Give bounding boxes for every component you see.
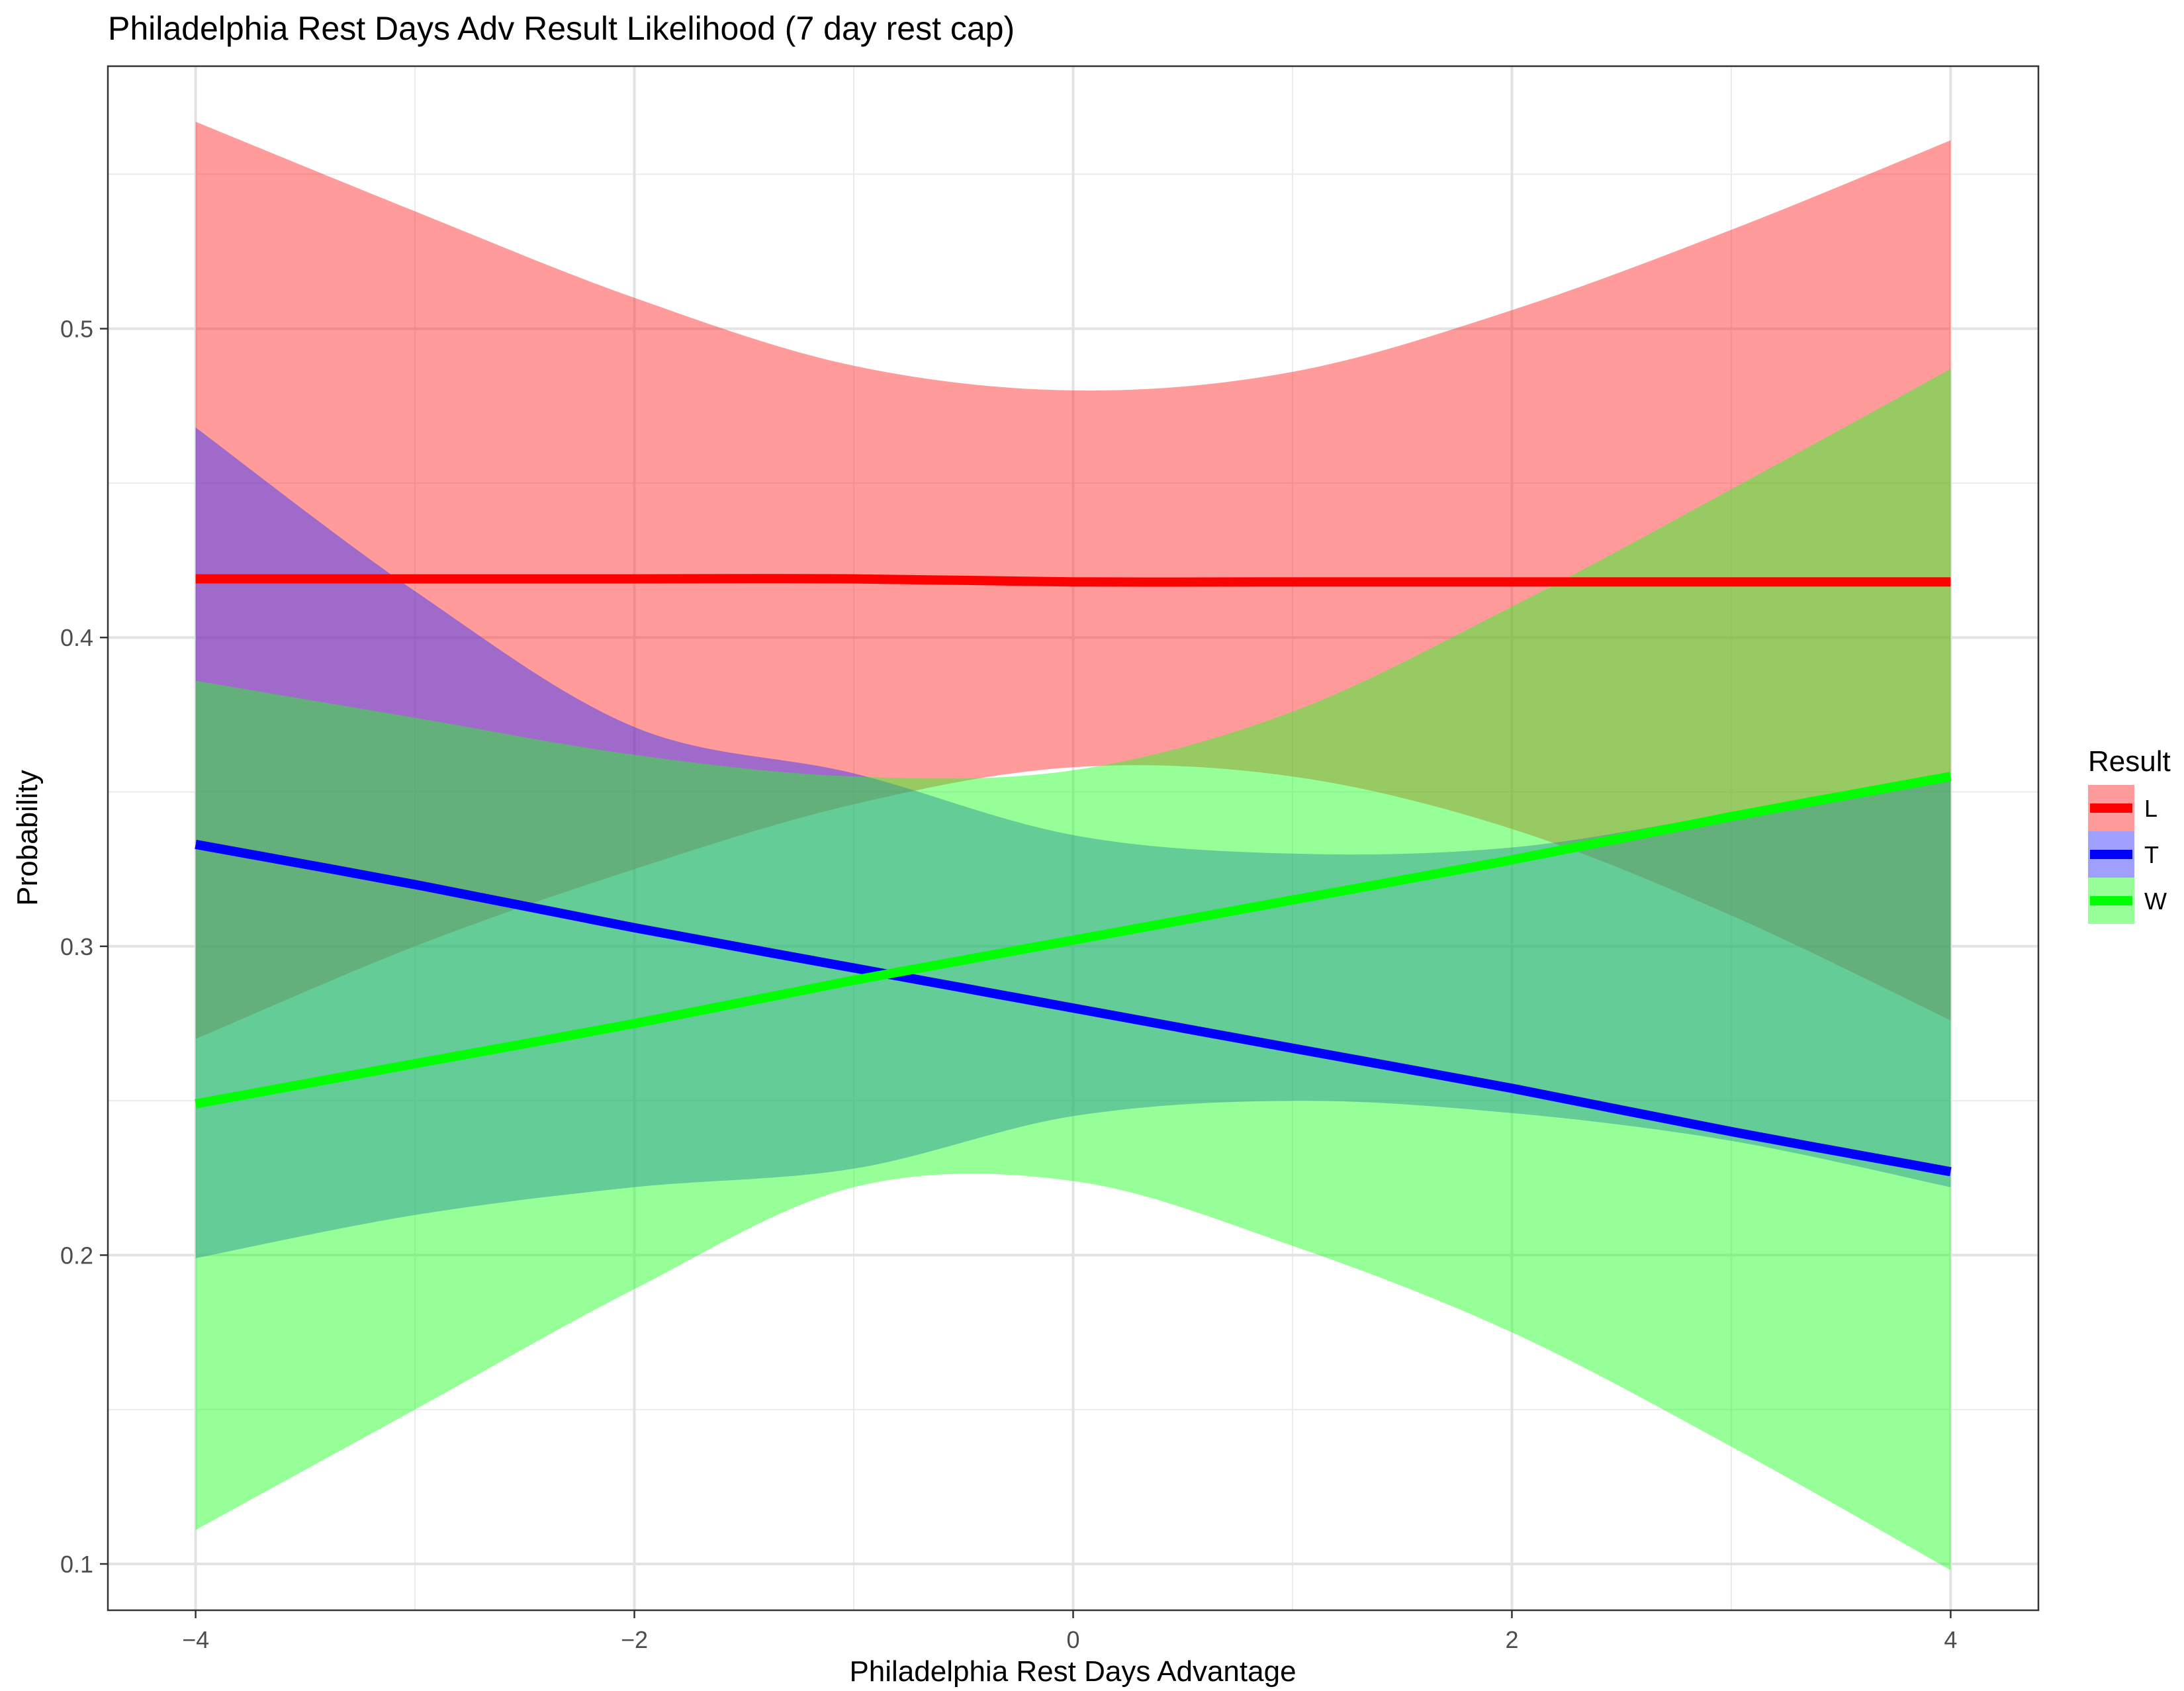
x-tick-label-3: 2 [1505, 1626, 1518, 1653]
x-tick-label-0: −4 [182, 1626, 209, 1653]
axis-layer: −4 −2 0 2 4 0.1 0.2 0.3 0.4 0.5 [60, 316, 1957, 1653]
y-axis-title: Probability [11, 770, 44, 905]
y-tick-label-0: 0.1 [60, 1551, 93, 1578]
y-tick-label-2: 0.3 [60, 933, 93, 960]
x-tick-label-2: 0 [1066, 1626, 1079, 1653]
line-layer [195, 574, 1952, 1177]
band-layer [195, 122, 1951, 1571]
legend-title: Result [2088, 745, 2171, 778]
y-tick-label-3: 0.4 [60, 624, 93, 651]
legend: Result LTW [2088, 745, 2171, 924]
confidence-band-t [195, 427, 1951, 1259]
legend-item-t: T [2088, 831, 2159, 878]
x-tick-label-4: 4 [1944, 1626, 1957, 1653]
x-axis-title: Philadelphia Rest Days Advantage [849, 1655, 1296, 1688]
legend-label-l: L [2144, 795, 2158, 822]
series-line-t [195, 839, 1952, 1177]
series-line-w [195, 772, 1952, 1109]
y-tick-label-1: 0.2 [60, 1242, 93, 1269]
x-tick-label-1: −2 [621, 1626, 648, 1653]
y-tick-label-4: 0.5 [60, 316, 93, 343]
legend-item-l: L [2088, 785, 2158, 831]
legend-label-w: W [2144, 888, 2167, 915]
series-line-l [195, 574, 1951, 587]
legend-items: LTW [2088, 785, 2167, 924]
chart-title: Philadelphia Rest Days Adv Result Likeli… [108, 10, 1015, 47]
legend-item-w: W [2088, 878, 2167, 924]
grid-layer [108, 66, 2038, 1610]
legend-label-t: T [2144, 841, 2159, 868]
confidence-band-w [195, 369, 1951, 1571]
